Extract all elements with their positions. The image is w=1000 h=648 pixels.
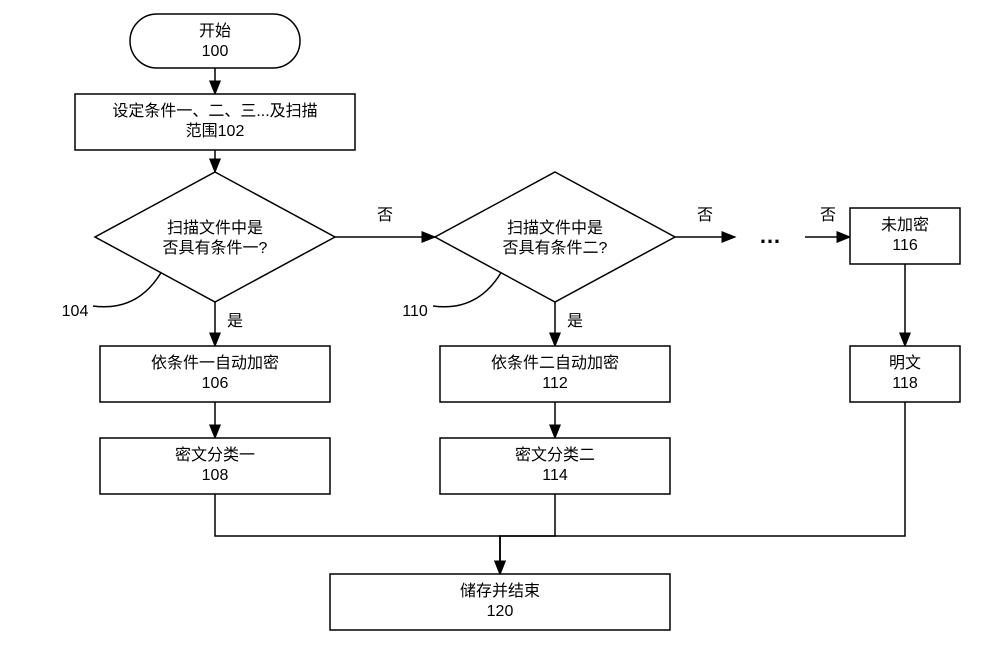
svg-text:100: 100 — [202, 43, 229, 60]
decision-d2 — [435, 172, 675, 302]
svg-text:116: 116 — [892, 237, 918, 254]
svg-text:112: 112 — [542, 375, 568, 392]
edge-ct1-bottom — [215, 494, 500, 574]
svg-text:未加密: 未加密 — [881, 216, 929, 234]
svg-text:108: 108 — [202, 467, 229, 484]
ellipsis: … — [759, 223, 781, 248]
svg-text:密文分类二: 密文分类二 — [515, 446, 595, 464]
nodes-layer: 开始100设定条件一、二、三...及扫描范围102扫描文件中是否具有条件一?10… — [62, 14, 960, 630]
svg-text:否具有条件一?: 否具有条件一? — [163, 239, 268, 257]
svg-text:104: 104 — [62, 303, 89, 320]
tag-pointer-d1 — [93, 273, 161, 307]
svg-text:设定条件一、二、三...及扫描: 设定条件一、二、三...及扫描 — [112, 102, 317, 120]
svg-text:是: 是 — [227, 313, 243, 330]
svg-text:开始: 开始 — [199, 22, 231, 40]
svg-text:否: 否 — [697, 207, 713, 224]
svg-text:密文分类一: 密文分类一 — [175, 446, 255, 464]
svg-text:否: 否 — [377, 207, 393, 224]
flowchart-canvas: 是否是否否 开始100设定条件一、二、三...及扫描范围102扫描文件中是否具有… — [0, 0, 1000, 648]
svg-text:明文: 明文 — [889, 354, 921, 372]
svg-text:120: 120 — [487, 603, 514, 620]
svg-text:106: 106 — [202, 375, 229, 392]
svg-text:扫描文件中是: 扫描文件中是 — [507, 219, 603, 237]
svg-text:118: 118 — [892, 375, 918, 392]
tag-pointer-d2 — [433, 273, 501, 307]
svg-text:储存并结束: 储存并结束 — [460, 582, 540, 600]
svg-text:114: 114 — [542, 467, 568, 484]
svg-text:是: 是 — [567, 313, 583, 330]
svg-text:否: 否 — [820, 207, 836, 224]
svg-text:依条件一自动加密: 依条件一自动加密 — [151, 354, 279, 372]
decision-d1 — [95, 172, 335, 302]
svg-text:否具有条件二?: 否具有条件二? — [503, 239, 608, 257]
svg-text:范围102: 范围102 — [186, 122, 245, 140]
edge-ct2-bottom — [500, 494, 555, 574]
svg-text:110: 110 — [402, 303, 428, 320]
svg-text:扫描文件中是: 扫描文件中是 — [167, 219, 263, 237]
svg-text:依条件二自动加密: 依条件二自动加密 — [491, 354, 619, 372]
